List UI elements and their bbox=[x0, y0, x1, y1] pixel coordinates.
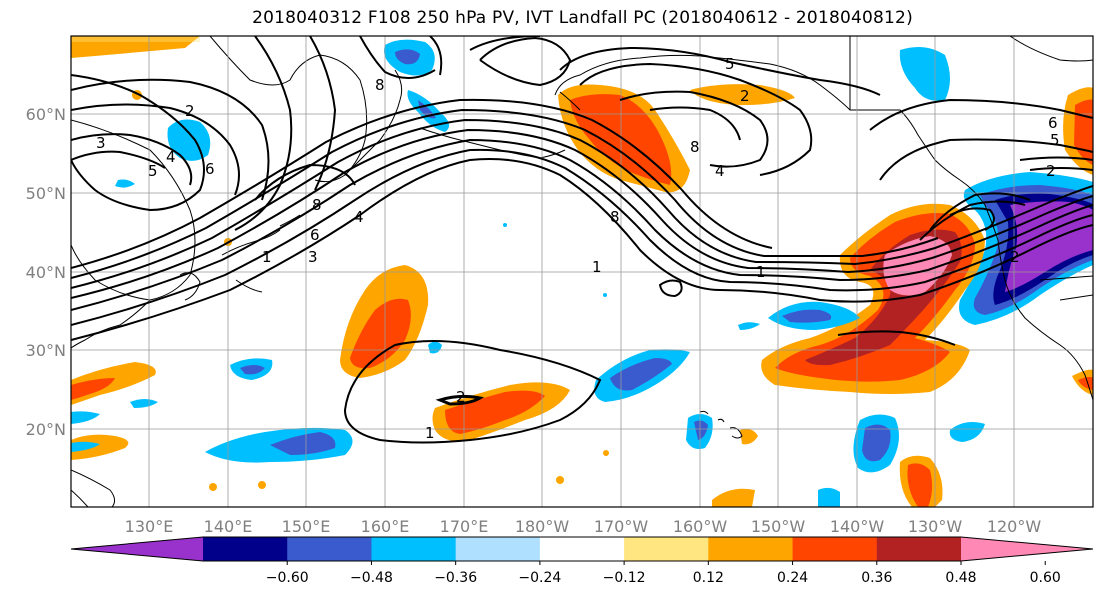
colorbar-segment bbox=[203, 537, 288, 561]
colorbar-segment bbox=[876, 537, 962, 561]
lon-label: 160°W bbox=[673, 517, 728, 536]
colorbar-extend-high bbox=[961, 537, 1093, 561]
colorbar-tick-label: −0.36 bbox=[434, 570, 477, 586]
contour-label: 6 bbox=[205, 160, 215, 178]
colorbar-segment bbox=[708, 537, 794, 561]
map-title: 2018040312 F108 250 hPa PV, IVT Landfall… bbox=[252, 8, 913, 28]
colorbar-segment bbox=[539, 537, 625, 561]
contour-label: 1 bbox=[425, 424, 435, 442]
contour-label: 4 bbox=[354, 208, 364, 226]
lon-label: 170°W bbox=[594, 517, 649, 536]
colorbar-tick-label: −0.24 bbox=[518, 570, 561, 586]
lon-label: 160°E bbox=[361, 517, 410, 536]
colorbar-outline bbox=[70, 536, 1094, 562]
contour-label: 2 bbox=[185, 102, 195, 120]
lon-label: 130°W bbox=[908, 517, 963, 536]
colorbar-tick-label: −0.12 bbox=[603, 570, 646, 586]
lat-label-60n: 60°N bbox=[26, 105, 66, 124]
contour-label: 2 bbox=[740, 87, 750, 105]
contour-label: 8 bbox=[610, 208, 620, 226]
lon-label: 140°W bbox=[830, 517, 885, 536]
contour-label: 3 bbox=[308, 248, 318, 266]
colorbar-tick-label: −0.48 bbox=[350, 570, 393, 586]
colorbar-segment bbox=[624, 537, 709, 561]
map-frame bbox=[70, 35, 1094, 508]
lon-label: 150°E bbox=[282, 517, 331, 536]
contour-label: 2 bbox=[1046, 162, 1056, 180]
contour-label: 2 bbox=[1010, 248, 1020, 266]
colorbar: −0.60 −0.48 −0.36 −0.24 −0.12 0.12 0.24 0.36 0.4… bbox=[70, 536, 1094, 586]
contour-label: 1 bbox=[756, 263, 766, 281]
colorbar-tick-label: 0.36 bbox=[861, 570, 892, 586]
colorbar-tick-label: 0.48 bbox=[945, 570, 976, 586]
colorbar-tick-label: −0.60 bbox=[266, 570, 309, 586]
colorbar-segment bbox=[371, 537, 457, 561]
colorbar-tick-label: 0.60 bbox=[1030, 570, 1061, 586]
contour-label: 8 bbox=[375, 76, 385, 94]
contour-label: 5 bbox=[725, 55, 735, 73]
contour-label: 5 bbox=[1050, 131, 1060, 149]
contour-label: 3 bbox=[96, 134, 106, 152]
contour-label: 4 bbox=[166, 148, 176, 166]
lon-label: 140°E bbox=[204, 517, 253, 536]
longitude-axis: 130°E 140°E 150°E 160°E 170°E 180°W 170°… bbox=[125, 517, 1042, 536]
lat-label-30n: 30°N bbox=[26, 341, 66, 360]
lat-label-20n: 20°N bbox=[26, 420, 66, 439]
contour-label: 1 bbox=[262, 248, 272, 266]
lon-label: 150°W bbox=[751, 517, 806, 536]
contour-label: 1 bbox=[592, 258, 602, 276]
colorbar-extend-low bbox=[71, 537, 203, 561]
colorbar-segment bbox=[287, 537, 372, 561]
contour-label: 4 bbox=[715, 162, 725, 180]
contour-label: 5 bbox=[148, 162, 158, 180]
lon-label: 180°W bbox=[515, 517, 570, 536]
lon-label: 170°E bbox=[440, 517, 489, 536]
colorbar-segment bbox=[792, 537, 878, 561]
lon-label: 130°E bbox=[125, 517, 174, 536]
lat-label-40n: 40°N bbox=[26, 263, 66, 282]
colorbar-tick-label: 0.12 bbox=[693, 570, 724, 586]
contour-label: 8 bbox=[312, 196, 322, 214]
contour-label: 2 bbox=[456, 388, 466, 406]
lat-label-50n: 50°N bbox=[26, 184, 66, 203]
colorbar-tick-label: 0.24 bbox=[777, 570, 808, 586]
contour-label: 8 bbox=[690, 138, 700, 156]
pv-contours bbox=[71, 36, 1093, 444]
colorbar-segment bbox=[455, 537, 541, 561]
lon-label: 120°W bbox=[987, 517, 1042, 536]
contour-label: 6 bbox=[1048, 114, 1058, 132]
latitude-axis: 60°N 50°N 40°N 30°N 20°N bbox=[26, 105, 66, 439]
contour-label: 6 bbox=[310, 226, 320, 244]
contour-label-group: 2 3 4 5 6 8 8 8 5 2 4 8 1 1 2 1 3 4 6 5 … bbox=[96, 55, 1060, 442]
